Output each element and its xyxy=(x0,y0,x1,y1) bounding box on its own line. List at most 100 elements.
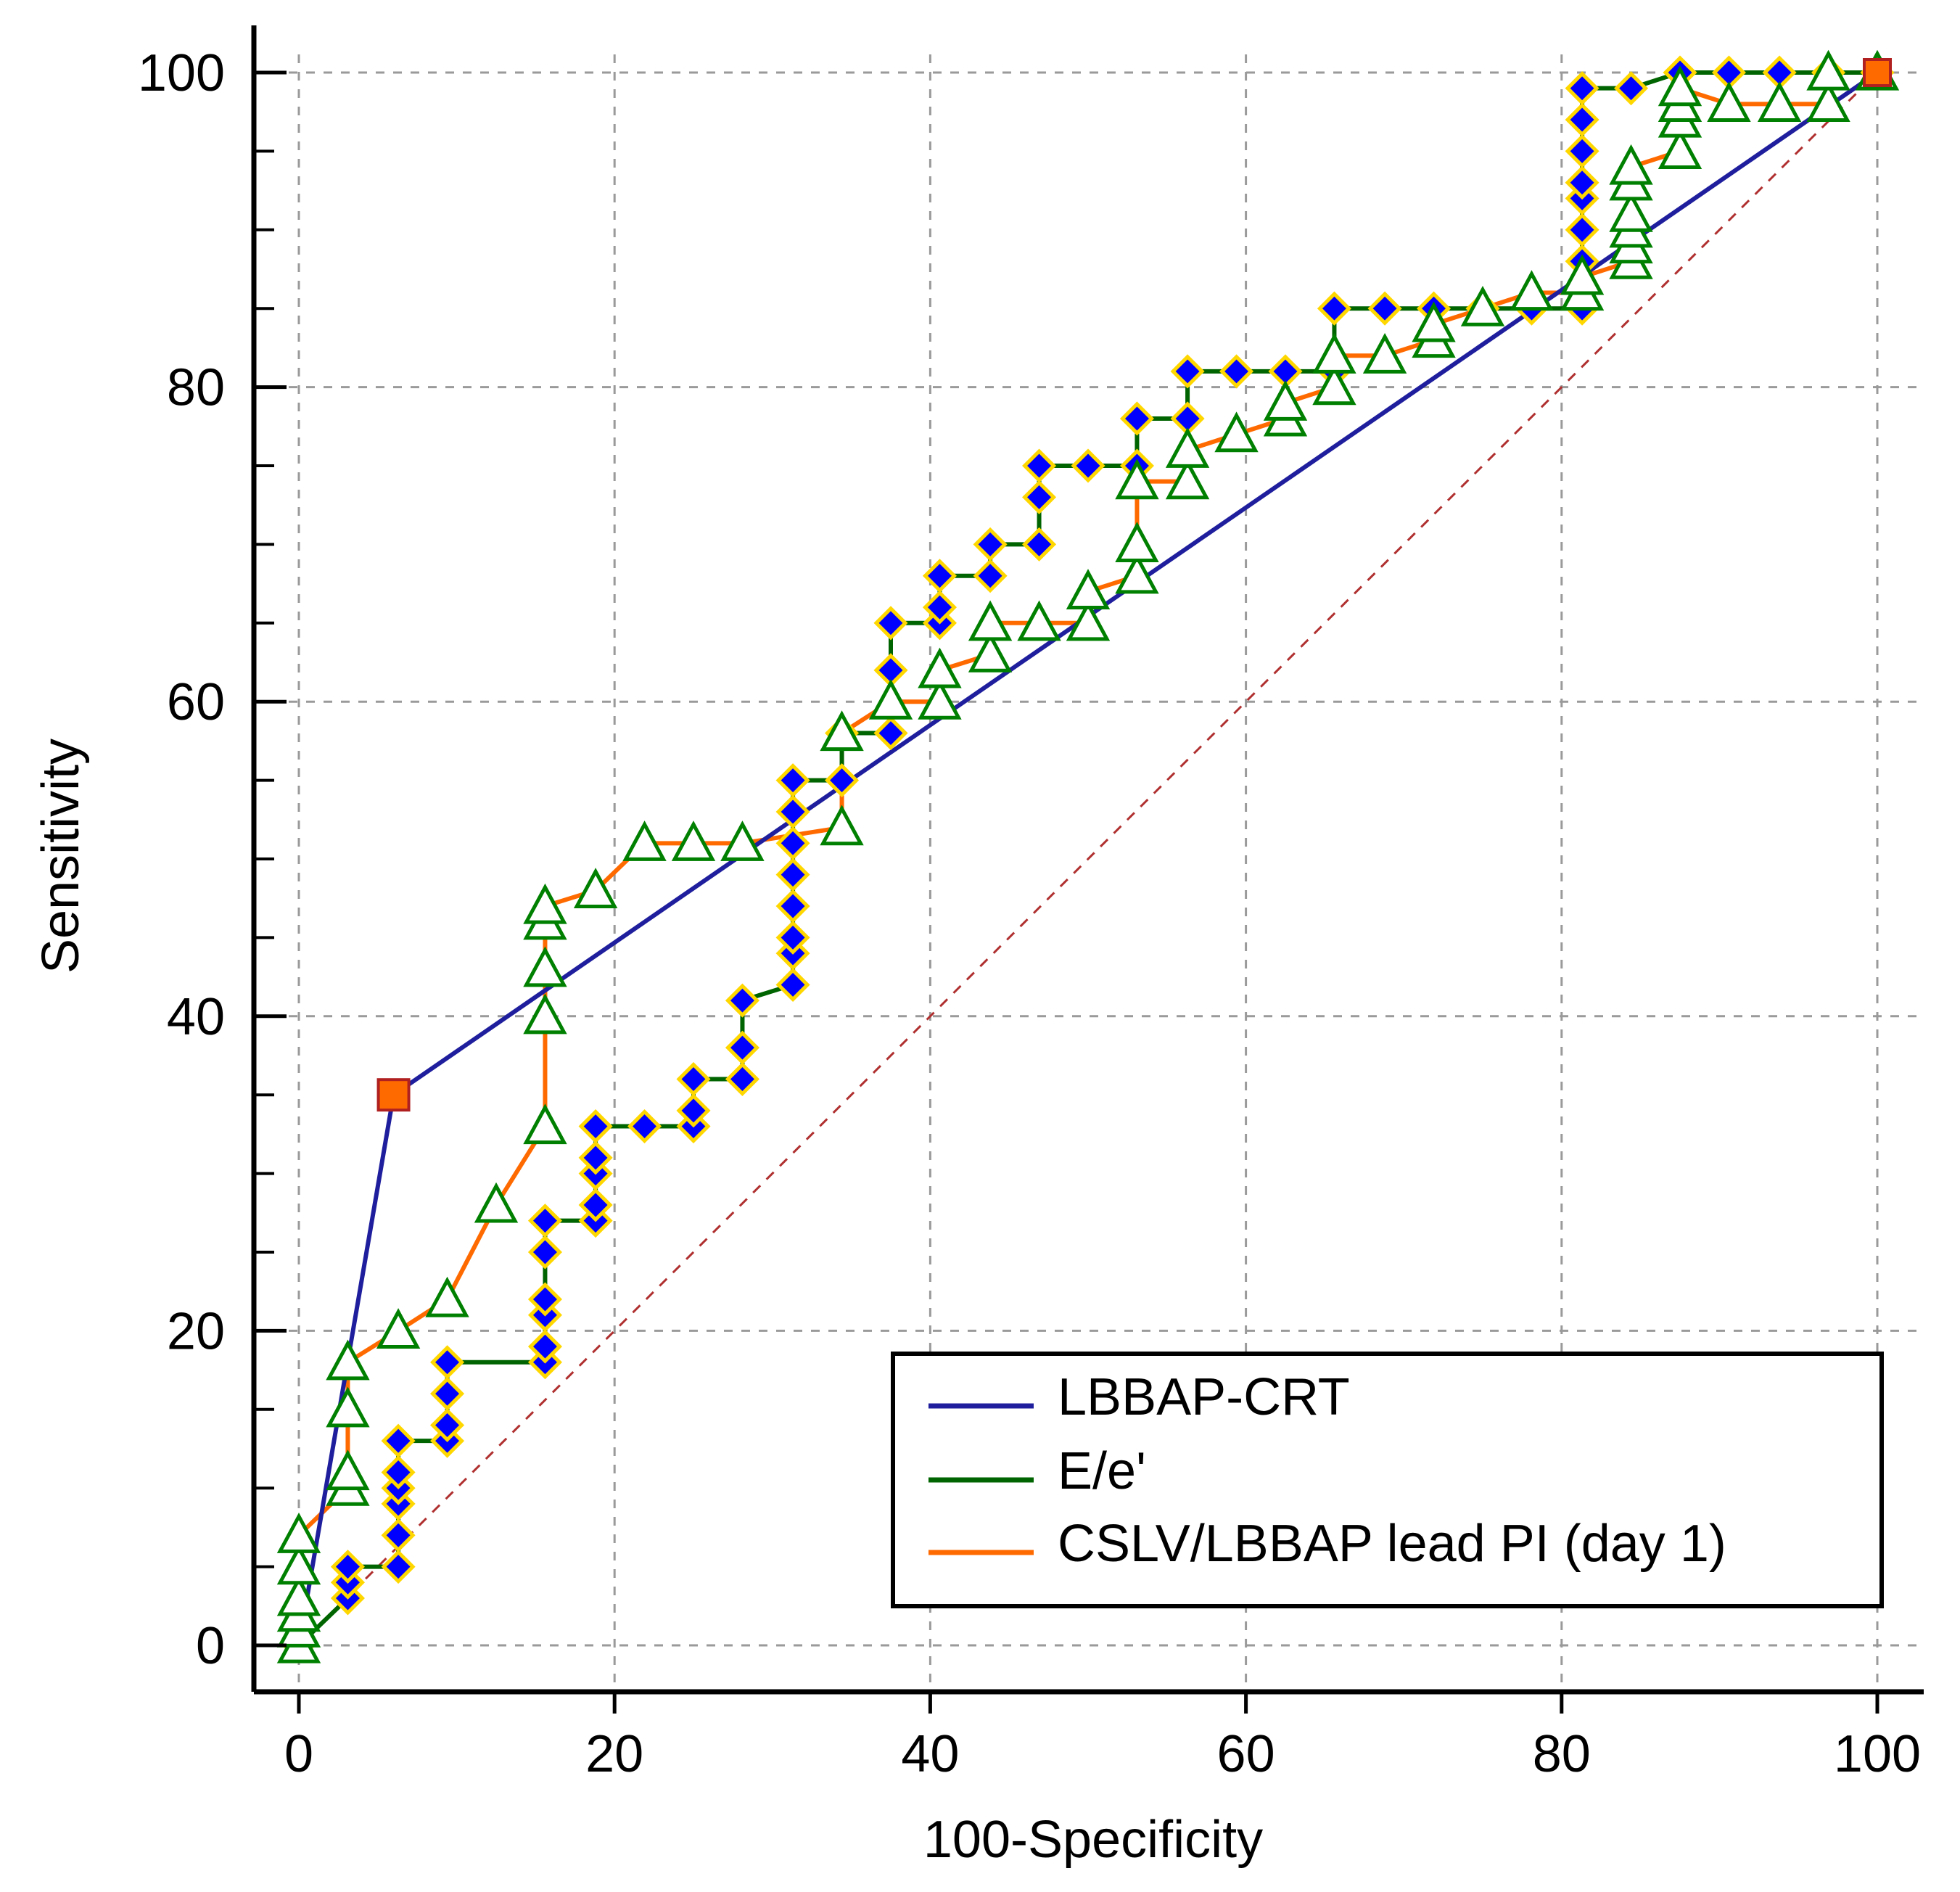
marker-square xyxy=(376,1078,411,1112)
marker-triangle xyxy=(1806,49,1850,91)
marker-diamond xyxy=(725,983,759,1018)
x-tick-label: 60 xyxy=(1217,1725,1275,1783)
y-tick-label: 0 xyxy=(196,1617,225,1675)
legend-label-e-e: E/e' xyxy=(1058,1442,1146,1500)
marker-triangle xyxy=(1658,128,1702,169)
marker-triangle xyxy=(326,1449,370,1491)
marker-diamond xyxy=(1565,133,1599,168)
marker-diamond xyxy=(1219,354,1254,389)
marker-diamond xyxy=(1317,291,1351,326)
marker-triangle xyxy=(820,710,864,752)
marker-diamond xyxy=(775,857,810,892)
marker-triangle xyxy=(671,820,716,861)
marker-triangle xyxy=(1312,364,1356,406)
marker-diamond xyxy=(381,1518,416,1552)
marker-diamond xyxy=(1022,480,1057,514)
marker-square xyxy=(1863,58,1892,87)
legend-box xyxy=(891,1352,1884,1608)
marker-diamond xyxy=(430,1376,465,1411)
marker-triangle xyxy=(1460,285,1505,326)
marker-diamond xyxy=(775,763,810,798)
marker-diamond xyxy=(775,794,810,829)
marker-triangle xyxy=(523,1103,567,1145)
marker-diamond xyxy=(725,1061,759,1097)
marker-triangle xyxy=(1263,380,1308,421)
marker-diamond xyxy=(725,1030,759,1065)
reference-line xyxy=(297,71,1879,1647)
marker-triangle xyxy=(573,868,618,908)
marker-diamond xyxy=(430,1345,465,1380)
series-markers xyxy=(276,49,1900,1663)
marker-triangle xyxy=(523,946,567,987)
marker-triangle xyxy=(1017,600,1061,641)
marker-triangle xyxy=(1214,411,1259,453)
marker-diamond xyxy=(527,1282,562,1317)
marker-triangle xyxy=(1806,81,1850,122)
marker-diamond xyxy=(381,1455,416,1490)
marker-triangle xyxy=(720,820,765,861)
marker-diamond xyxy=(578,1188,613,1222)
reference-diagonal xyxy=(297,71,1879,1647)
y-tick-label: 20 xyxy=(167,1302,225,1360)
marker-diamond xyxy=(1367,291,1402,326)
marker-diamond xyxy=(1022,527,1057,562)
marker-triangle xyxy=(276,1512,321,1553)
marker-diamond xyxy=(676,1093,711,1128)
marker-triangle xyxy=(1066,569,1111,610)
marker-diamond xyxy=(1565,165,1599,200)
marker-triangle xyxy=(918,647,962,688)
y-tick-label: 60 xyxy=(167,673,225,731)
marker-diamond xyxy=(775,889,810,924)
marker-triangle xyxy=(1115,458,1159,500)
marker-diamond xyxy=(775,826,810,860)
marker-triangle xyxy=(1707,81,1751,122)
marker-triangle xyxy=(1115,522,1159,562)
marker-diamond xyxy=(873,716,908,751)
marker-diamond xyxy=(627,1109,662,1144)
x-tick-label: 20 xyxy=(585,1725,643,1783)
y-tick-label: 80 xyxy=(167,359,225,417)
marker-triangle xyxy=(1609,144,1653,185)
x-tick-label: 0 xyxy=(284,1725,313,1783)
marker-triangle xyxy=(918,678,962,720)
marker-triangle xyxy=(425,1276,469,1317)
x-axis-title: 100-Specificity xyxy=(923,1811,1263,1869)
marker-diamond xyxy=(330,1550,365,1584)
marker-triangle xyxy=(276,1575,321,1616)
legend-label-lbbap-crt: LBBAP-CRT xyxy=(1058,1368,1350,1426)
x-tick-label: 100 xyxy=(1834,1725,1921,1783)
marker-triangle xyxy=(1510,270,1554,311)
marker-diamond xyxy=(1119,401,1154,436)
marker-triangle xyxy=(376,1308,421,1349)
marker-diamond xyxy=(922,590,957,625)
marker-diamond xyxy=(676,1061,711,1097)
marker-triangle xyxy=(968,600,1013,641)
marker-triangle xyxy=(968,631,1013,673)
marker-diamond xyxy=(922,559,957,593)
legend-label-cslv-lbbap: CSLV/LBBAP lead PI (day 1) xyxy=(1058,1515,1726,1573)
marker-diamond xyxy=(527,1329,562,1364)
marker-triangle xyxy=(1165,458,1210,500)
marker-triangle xyxy=(326,1386,370,1428)
marker-diamond xyxy=(1022,448,1057,483)
y-tick-label: 100 xyxy=(138,44,225,102)
marker-triangle xyxy=(622,820,667,861)
marker-diamond xyxy=(1565,71,1599,106)
marker-triangle xyxy=(1757,81,1802,122)
marker-diamond xyxy=(873,606,908,641)
tick-labels: 0 20 40 60 80 100 0 20 40 60 80 100 xyxy=(138,44,1921,1783)
minor-ticks xyxy=(254,149,274,1568)
marker-triangle xyxy=(1362,332,1407,374)
y-axis-title: Sensitivity xyxy=(32,739,90,974)
marker-triangle xyxy=(868,678,913,720)
marker-triangle xyxy=(1066,600,1111,641)
marker-diamond xyxy=(825,763,860,798)
marker-triangle xyxy=(276,1544,321,1585)
marker-diamond xyxy=(775,967,810,1002)
marker-triangle xyxy=(523,993,567,1035)
marker-diamond xyxy=(1565,213,1599,247)
marker-diamond xyxy=(381,1550,416,1584)
marker-triangle xyxy=(1560,254,1605,295)
legend: LBBAP-CRT E/e' CSLV/LBBAP lead PI (day 1… xyxy=(891,1352,1884,1608)
